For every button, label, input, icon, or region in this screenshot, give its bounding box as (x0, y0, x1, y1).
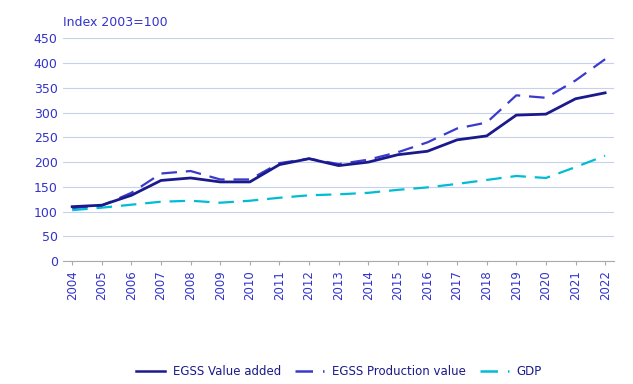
EGSS Production value (542, 96, 549, 100)
Line: GDP: GDP (72, 156, 605, 210)
EGSS Value added (365, 160, 372, 164)
EGSS Value added (542, 112, 549, 116)
GDP (246, 199, 254, 203)
EGSS Value added (394, 152, 402, 157)
EGSS Production value (68, 206, 76, 210)
Line: EGSS Production value: EGSS Production value (72, 59, 605, 208)
GDP (335, 192, 342, 197)
EGSS Production value (98, 204, 106, 208)
GDP (365, 190, 372, 195)
GDP (483, 178, 491, 182)
GDP (68, 208, 76, 212)
GDP (128, 202, 135, 207)
EGSS Value added (483, 134, 491, 138)
EGSS Production value (216, 177, 224, 182)
EGSS Production value (513, 93, 520, 98)
Legend: EGSS Value added, EGSS Production value, GDP: EGSS Value added, EGSS Production value,… (131, 361, 546, 383)
EGSS Value added (68, 204, 76, 209)
EGSS Value added (453, 137, 461, 142)
EGSS Value added (423, 149, 431, 154)
EGSS Value added (98, 203, 106, 207)
GDP (157, 199, 165, 204)
GDP (216, 200, 224, 205)
EGSS Value added (246, 180, 254, 184)
GDP (394, 187, 402, 192)
EGSS Production value (572, 78, 579, 83)
EGSS Production value (365, 157, 372, 162)
GDP (187, 199, 194, 203)
EGSS Production value (394, 150, 402, 154)
EGSS Production value (483, 120, 491, 125)
EGSS Value added (157, 178, 165, 183)
GDP (305, 193, 313, 198)
EGSS Production value (453, 126, 461, 131)
EGSS Production value (275, 161, 283, 166)
GDP (423, 185, 431, 190)
EGSS Value added (572, 96, 579, 101)
GDP (513, 174, 520, 178)
EGSS Production value (157, 171, 165, 176)
EGSS Production value (128, 190, 135, 195)
GDP (98, 205, 106, 210)
EGSS Production value (335, 162, 342, 166)
GDP (453, 182, 461, 186)
EGSS Production value (601, 57, 609, 61)
EGSS Value added (601, 91, 609, 95)
EGSS Value added (513, 113, 520, 118)
EGSS Value added (335, 163, 342, 168)
EGSS Value added (128, 193, 135, 198)
EGSS Production value (423, 140, 431, 145)
GDP (601, 153, 609, 158)
GDP (572, 165, 579, 169)
GDP (275, 195, 283, 200)
EGSS Value added (275, 162, 283, 167)
EGSS Value added (216, 180, 224, 184)
EGSS Production value (305, 156, 313, 161)
GDP (542, 175, 549, 180)
EGSS Production value (246, 177, 254, 182)
Line: EGSS Value added: EGSS Value added (72, 93, 605, 207)
Text: Index 2003=100: Index 2003=100 (63, 17, 168, 30)
EGSS Value added (187, 175, 194, 180)
EGSS Production value (187, 169, 194, 173)
EGSS Value added (305, 156, 313, 161)
